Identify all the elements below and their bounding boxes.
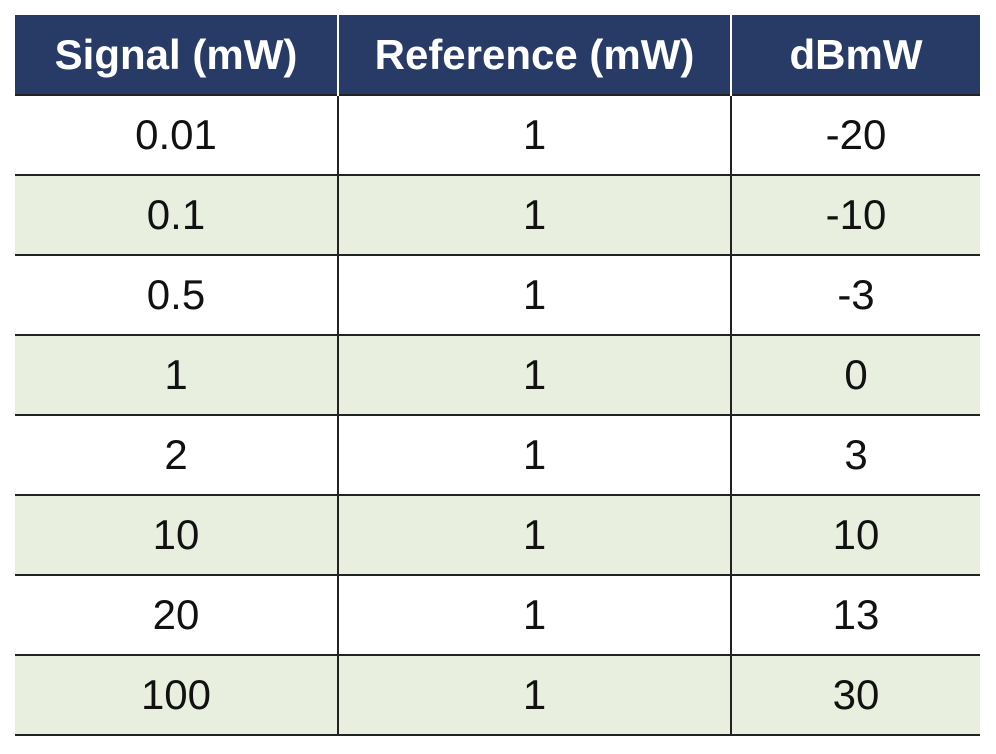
table-cell: -10 bbox=[730, 174, 980, 255]
column-header: Reference (mW) bbox=[337, 15, 731, 95]
table-cell: -20 bbox=[730, 94, 980, 175]
table-cell: 10 bbox=[15, 494, 338, 575]
table-row: 10 1 10 bbox=[15, 494, 980, 575]
data-table: Signal (mW) Reference (mW) dBmW 0.01 1 -20 0.… bbox=[15, 15, 980, 736]
table-cell: 0.01 bbox=[15, 94, 338, 175]
table-header: Signal (mW) Reference (mW) dBmW bbox=[15, 15, 980, 95]
table-cell: 13 bbox=[730, 574, 980, 655]
table-cell: 0.1 bbox=[15, 174, 338, 255]
table-cell: 10 bbox=[730, 494, 980, 575]
table-cell: 100 bbox=[15, 654, 338, 736]
table-cell: 1 bbox=[337, 414, 731, 495]
table-cell: 30 bbox=[730, 654, 980, 736]
table-cell: 1 bbox=[337, 334, 731, 415]
table-cell: -3 bbox=[730, 254, 980, 335]
table-cell: 1 bbox=[15, 334, 338, 415]
table-cell: 20 bbox=[15, 574, 338, 655]
header-row: Signal (mW) Reference (mW) dBmW bbox=[15, 15, 980, 95]
table-cell: 2 bbox=[15, 414, 338, 495]
column-header: dBmW bbox=[730, 15, 980, 95]
table-row: 100 1 30 bbox=[15, 654, 980, 736]
table-cell: 0.5 bbox=[15, 254, 338, 335]
table-row: 0.5 1 -3 bbox=[15, 254, 980, 335]
table-cell: 1 bbox=[337, 254, 731, 335]
table-cell: 1 bbox=[337, 574, 731, 655]
table-cell: 1 bbox=[337, 94, 731, 175]
table-body: 0.01 1 -20 0.1 1 -10 0.5 1 -3 1 1 0 2 1 3 10 1 10 20 1 13 100… bbox=[15, 94, 980, 736]
table-row: 0.01 1 -20 bbox=[15, 94, 980, 175]
table-cell: 1 bbox=[337, 494, 731, 575]
table-cell: 1 bbox=[337, 654, 731, 736]
column-header: Signal (mW) bbox=[15, 15, 338, 95]
table-row: 20 1 13 bbox=[15, 574, 980, 655]
table-cell: 3 bbox=[730, 414, 980, 495]
table-cell: 0 bbox=[730, 334, 980, 415]
table-cell: 1 bbox=[337, 174, 731, 255]
table-row: 0.1 1 -10 bbox=[15, 174, 980, 255]
